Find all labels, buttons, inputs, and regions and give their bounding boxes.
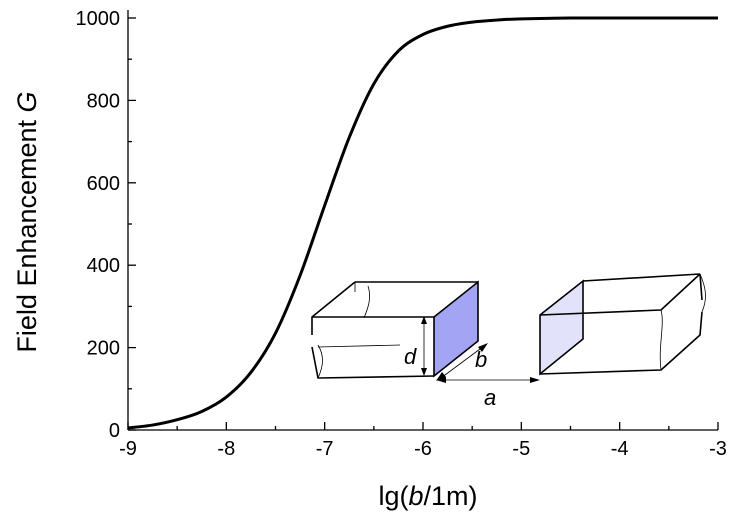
left-block-inner-line	[317, 344, 401, 348]
x-tick-label: -5	[512, 438, 530, 460]
y-tick-label: 0	[109, 420, 120, 442]
y-axis-label: Field Enhancement G	[12, 91, 42, 352]
dimension-b-arrow	[440, 345, 485, 379]
x-axis-label: lg(b/1m)	[378, 481, 477, 511]
label-b: b	[475, 347, 487, 372]
left-block-edges	[311, 281, 478, 379]
label-d: d	[404, 344, 417, 369]
x-tick-label: -8	[217, 438, 235, 460]
left-block-end-face	[433, 280, 479, 378]
x-tick-label: -3	[709, 438, 727, 460]
x-tick-label: -7	[316, 438, 334, 460]
series-line	[127, 16, 718, 430]
right-block-break	[659, 273, 706, 371]
y-tick-label: 800	[87, 90, 120, 112]
x-tick-labels: -9 -8 -7 -6 -5 -4 -3	[119, 438, 727, 460]
dimension-a-arrowhead-left	[436, 377, 446, 383]
dimension-d-arrowhead-bottom	[421, 368, 427, 376]
inset-diagram: d b a	[311, 273, 706, 410]
y-ticks	[128, 17, 136, 431]
x-tick-label: -9	[119, 438, 137, 460]
dimension-b-arrowhead-bottom	[436, 372, 446, 381]
y-tick-label: 200	[87, 338, 120, 360]
axes	[127, 10, 718, 431]
right-block	[539, 273, 706, 376]
y-tick-labels: 0 200 400 600 800 1000	[76, 8, 121, 442]
label-a: a	[484, 385, 496, 410]
dimension-a-arrowhead-right	[530, 377, 540, 383]
x-tick-label: -6	[414, 438, 432, 460]
left-block-break	[317, 282, 371, 379]
right-block-end-face	[539, 279, 584, 376]
y-tick-label: 600	[87, 173, 120, 195]
left-block: d	[311, 280, 479, 379]
dimension-b-arrowhead-top	[478, 343, 488, 352]
y-tick-label: 1000	[76, 8, 121, 30]
x-tick-label: -4	[611, 438, 629, 460]
y-tick-label: 400	[87, 255, 120, 277]
x-ticks	[127, 422, 719, 430]
dimension-d-arrowhead-top	[421, 316, 427, 324]
